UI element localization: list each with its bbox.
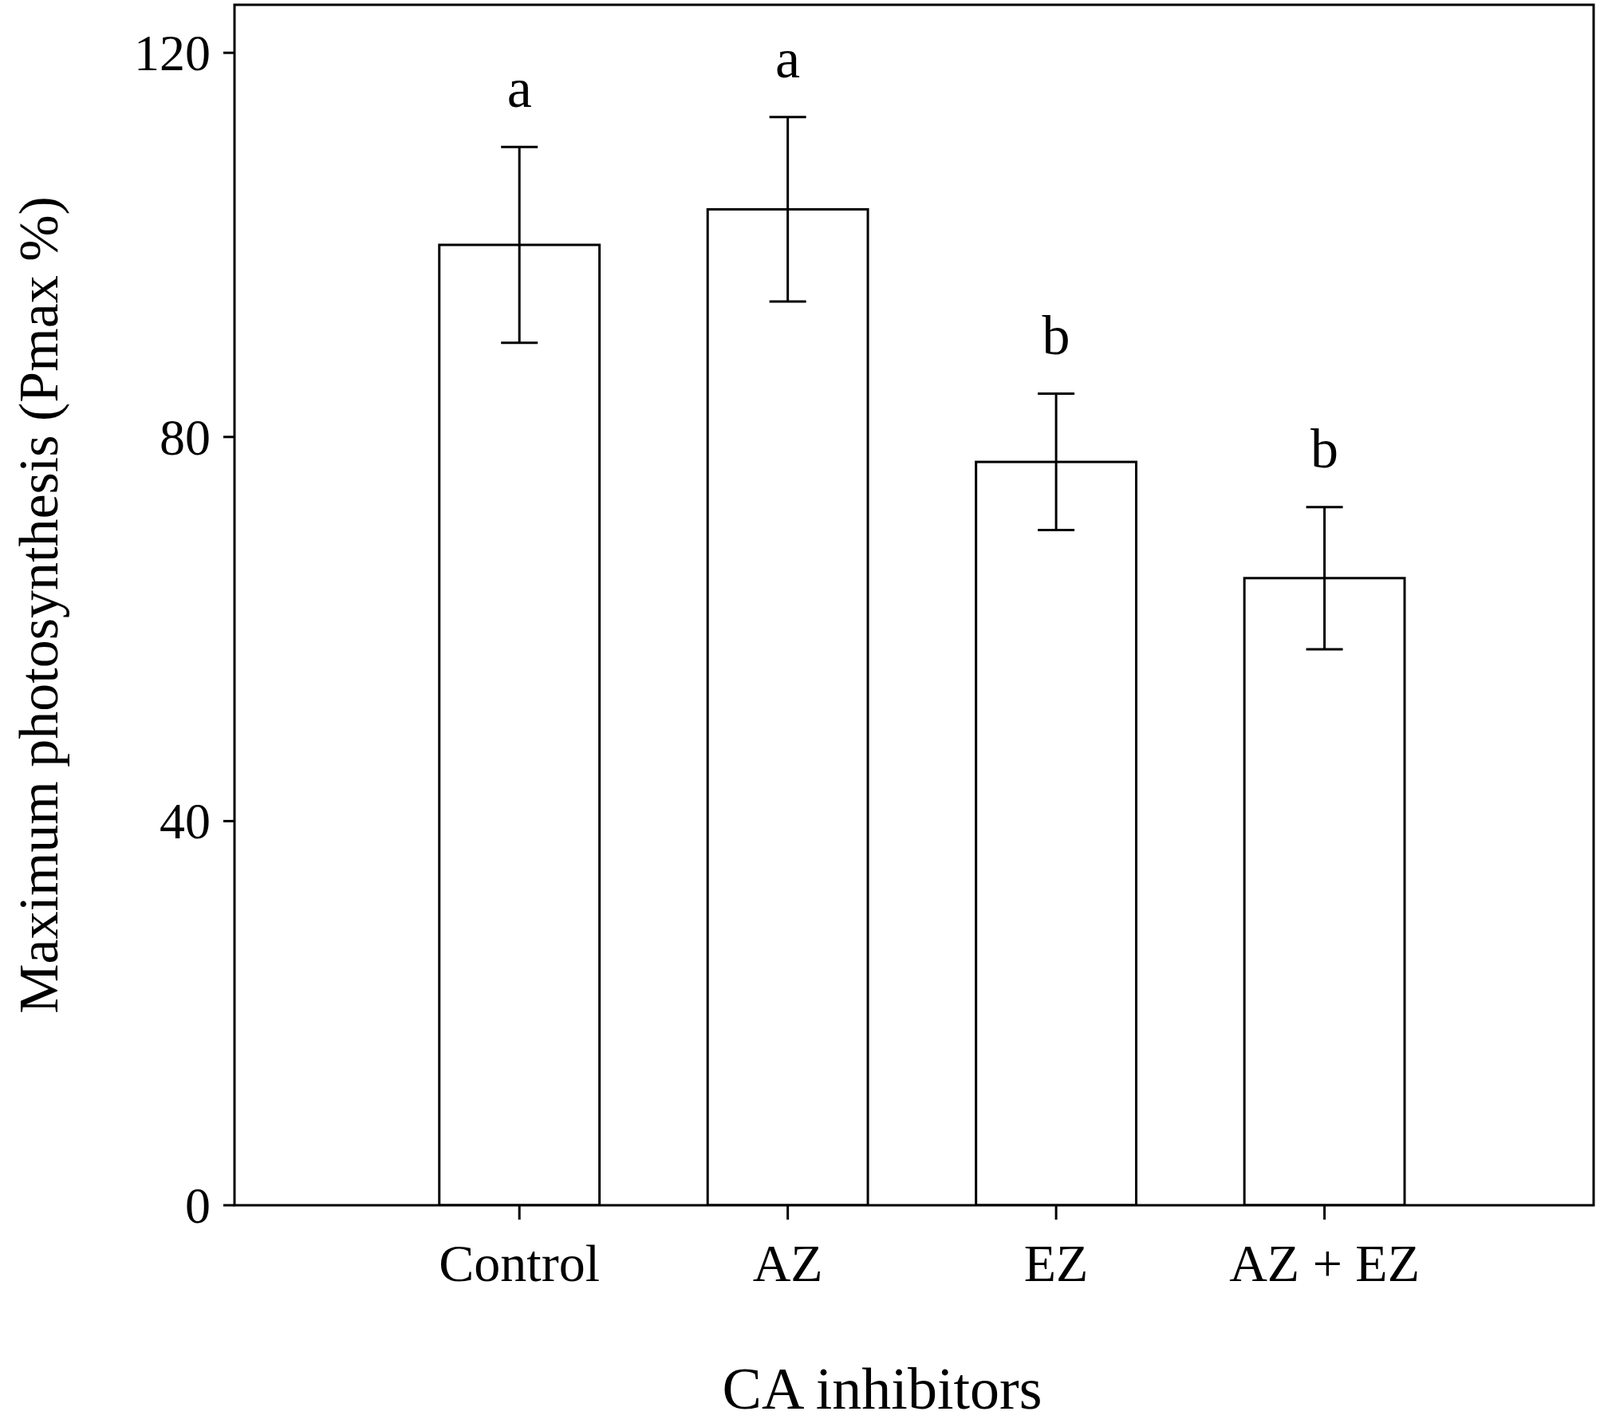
error-cap	[1306, 505, 1344, 509]
error-bar	[500, 146, 538, 343]
y-tick	[223, 1204, 235, 1207]
error-stem	[1055, 394, 1058, 531]
x-tick	[518, 1205, 521, 1220]
x-tick-label: Control	[438, 1233, 600, 1293]
x-tick	[1055, 1205, 1058, 1220]
x-tick	[1323, 1205, 1326, 1220]
error-stem	[518, 146, 521, 343]
error-cap	[500, 145, 538, 149]
error-bar	[769, 117, 807, 302]
y-tick-label: 40	[159, 792, 211, 850]
significance-letter: b	[1310, 417, 1339, 480]
error-bar	[1306, 507, 1344, 650]
error-cap	[1037, 528, 1075, 532]
chart-container: a a b b 0 40 80 120 Control AZ EZ AZ + EZ CA inhibit…	[0, 0, 1600, 1427]
y-tick-label: 120	[133, 24, 211, 82]
error-stem	[1323, 507, 1326, 650]
y-tick-label: 80	[159, 409, 211, 466]
error-cap	[1306, 647, 1344, 651]
error-cap	[769, 300, 807, 304]
chart-svg: a a b b 0 40 80 120 Control AZ EZ AZ + EZ CA inhibit…	[0, 0, 1600, 1427]
y-tick	[223, 435, 235, 438]
y-tick	[223, 819, 235, 823]
y-tick-label: 0	[185, 1177, 211, 1234]
y-tick	[223, 51, 235, 55]
error-cap	[1037, 392, 1075, 395]
x-axis-label: CA inhibitors	[722, 1355, 1043, 1422]
y-axis-label: Maximum photosynthesis (Pmax %)	[7, 196, 70, 1014]
plot-frame	[234, 4, 1594, 1206]
significance-letter: b	[1042, 304, 1071, 367]
bars	[439, 117, 1405, 1206]
significance-letter: a	[507, 57, 533, 119]
x-tick	[786, 1205, 789, 1220]
error-cap	[500, 341, 538, 344]
error-bar	[1037, 394, 1075, 531]
error-cap	[769, 115, 807, 119]
bar	[707, 208, 868, 1206]
bar	[1244, 578, 1405, 1206]
bar	[976, 461, 1137, 1206]
x-tick-label: AZ	[752, 1233, 824, 1293]
x-tick-label: EZ	[1024, 1233, 1089, 1293]
bar	[439, 244, 600, 1206]
x-tick-label: AZ + EZ	[1229, 1233, 1420, 1293]
error-stem	[786, 117, 789, 302]
significance-letter: a	[775, 27, 800, 90]
